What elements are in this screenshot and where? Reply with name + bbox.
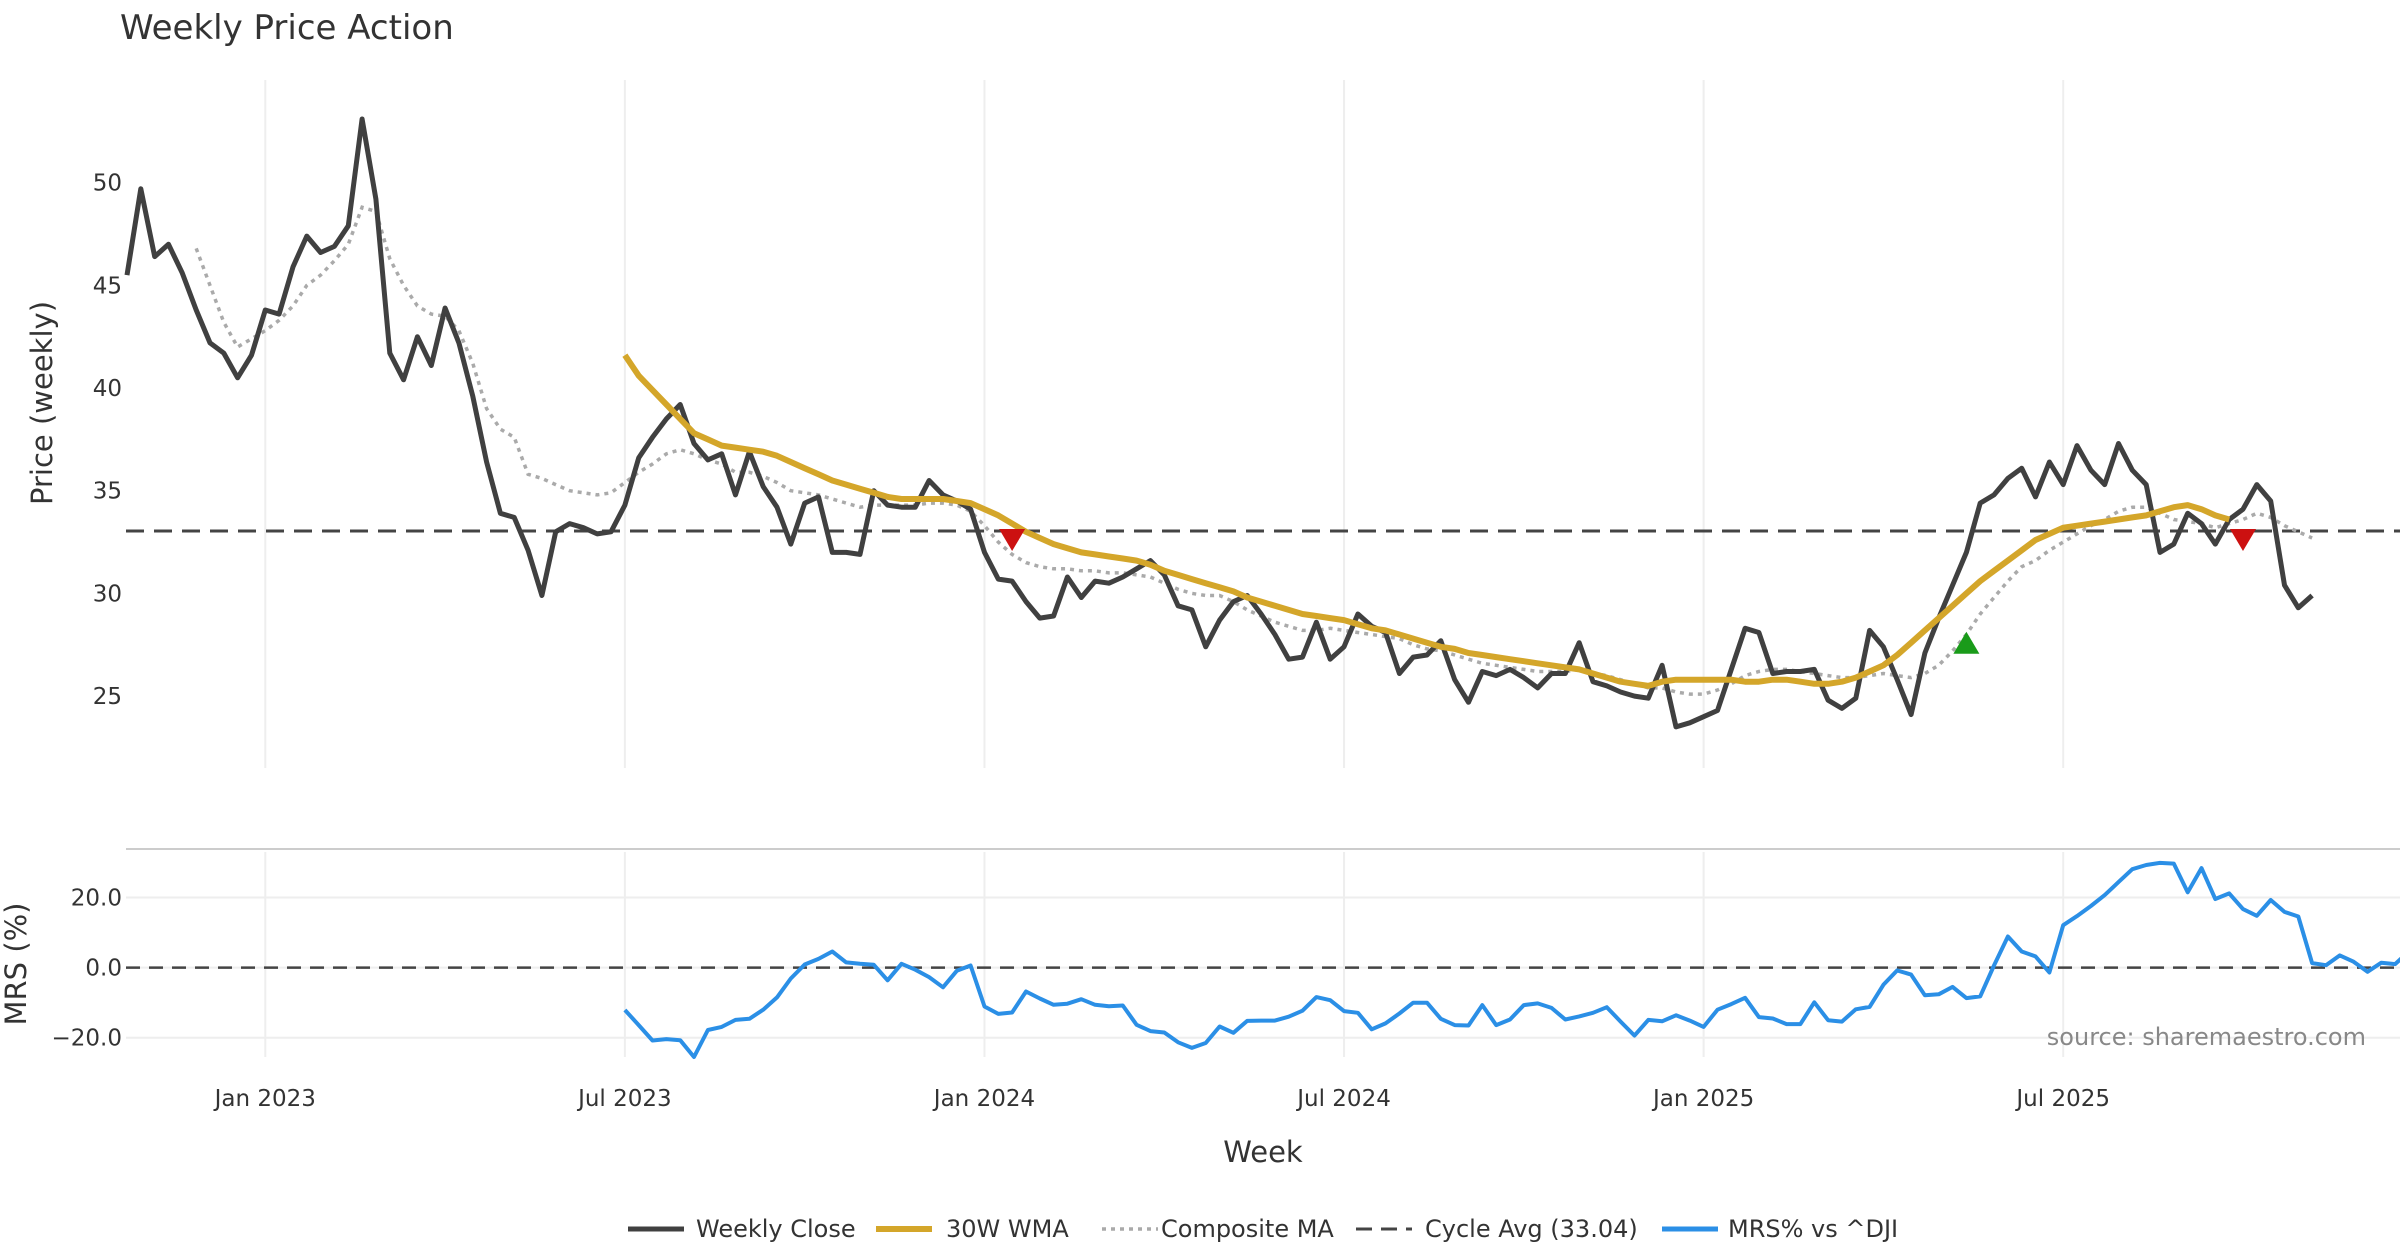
- sell-signal-marker: [2229, 529, 2256, 552]
- legend: Weekly Close 30W WMA Composite MA Cycle …: [628, 1215, 1898, 1243]
- x-ticks: Jan 2023 Jul 2023 Jan 2024 Jul 2024 Jan 2025…: [213, 1086, 2110, 1112]
- price-x-gridlines: [264, 80, 2065, 768]
- x-tick-label: Jul 2024: [1295, 1086, 1391, 1112]
- price-y-tick-label: 40: [93, 376, 122, 402]
- mrs-y-ticks: −20.0 0.0 20.0: [52, 886, 122, 1052]
- x-tick-label: Jan 2025: [1651, 1086, 1754, 1112]
- x-tick-label: Jul 2023: [576, 1086, 672, 1112]
- sell-signal-marker: [999, 529, 1026, 552]
- legend-wma-label: 30W WMA: [946, 1215, 1069, 1243]
- mrs-y-tick-label: −20.0: [52, 1026, 122, 1052]
- price-y-ticks: 25 30 35 40 45 50: [93, 171, 122, 710]
- wma-30w-series: [622, 353, 2231, 689]
- mrs-series: [623, 860, 2400, 1059]
- x-axis-label: Week: [1223, 1135, 1303, 1169]
- legend-cycle-label: Cycle Avg (33.04): [1425, 1215, 1638, 1243]
- price-y-tick-label: 30: [93, 581, 122, 607]
- price-y-tick-label: 45: [93, 273, 122, 299]
- mrs-y-axis-label: MRS (%): [0, 903, 33, 1026]
- mrs-y-tick-label: 0.0: [85, 956, 122, 982]
- composite-ma-series: [194, 205, 2313, 696]
- legend-mrs-label: MRS% vs ^DJI: [1728, 1215, 1898, 1243]
- legend-close-label: Weekly Close: [696, 1215, 856, 1243]
- weekly-close-series: [124, 116, 2314, 730]
- price-y-tick-label: 25: [93, 684, 122, 710]
- mrs-x-gridlines: [264, 852, 2065, 1057]
- x-tick-label: Jul 2025: [2014, 1086, 2110, 1112]
- x-tick-label: Jan 2023: [213, 1086, 316, 1112]
- legend-composite-label: Composite MA: [1161, 1215, 1334, 1243]
- price-y-axis-label: Price (weekly): [25, 301, 59, 505]
- source-credit: source: sharemaestro.com: [2047, 1023, 2366, 1051]
- x-tick-label: Jan 2024: [932, 1086, 1035, 1112]
- price-y-tick-label: 35: [93, 479, 122, 505]
- price-y-tick-label: 50: [93, 171, 122, 197]
- mrs-y-tick-label: 20.0: [71, 886, 122, 912]
- chart-title: Weekly Price Action: [120, 8, 454, 48]
- buy-signal-marker: [1953, 631, 1980, 654]
- signal-markers: [999, 529, 2256, 654]
